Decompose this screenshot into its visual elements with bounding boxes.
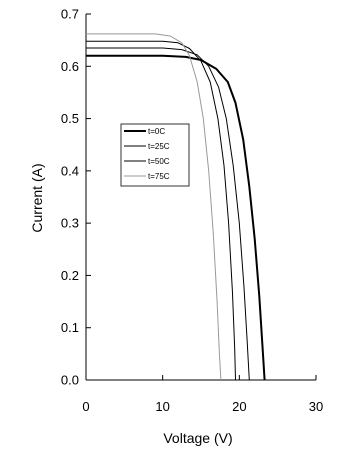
y-tick-label: 0.6 [61,59,79,74]
series-line-t-25c [86,47,250,381]
y-tick-label: 0.2 [61,268,79,283]
x-tick-label: 10 [155,399,169,414]
legend-label-t0: t=0C [148,127,165,136]
series-line-t-50c [86,40,236,381]
series-line-t-75c [86,33,222,381]
x-axis-title: Voltage (V) [163,430,232,446]
y-tick-label: 0.4 [61,163,79,178]
y-tick-label: 0.1 [61,320,79,335]
series-line-t-0c [86,54,266,381]
plot-area: 0.0 0.1 0.2 0.3 0.4 0.5 0.6 0.7 0 10 20 30 [61,7,323,415]
legend-label-t50: t=50C [148,157,170,166]
x-tick-label: 20 [232,399,246,414]
x-tick-label: 30 [309,399,323,414]
y-tick-label: 0.0 [61,373,79,388]
legend: t=0C t=25C t=50C t=75C [120,123,190,187]
y-tick-label: 0.3 [61,216,79,231]
x-tick-label: 0 [82,399,89,414]
legend-label-t75: t=75C [148,172,170,181]
y-tick-label: 0.7 [61,7,79,22]
y-tick-label: 0.5 [61,111,79,126]
y-axis-title: Current (A) [29,163,45,232]
legend-label-t25: t=25C [148,142,170,151]
